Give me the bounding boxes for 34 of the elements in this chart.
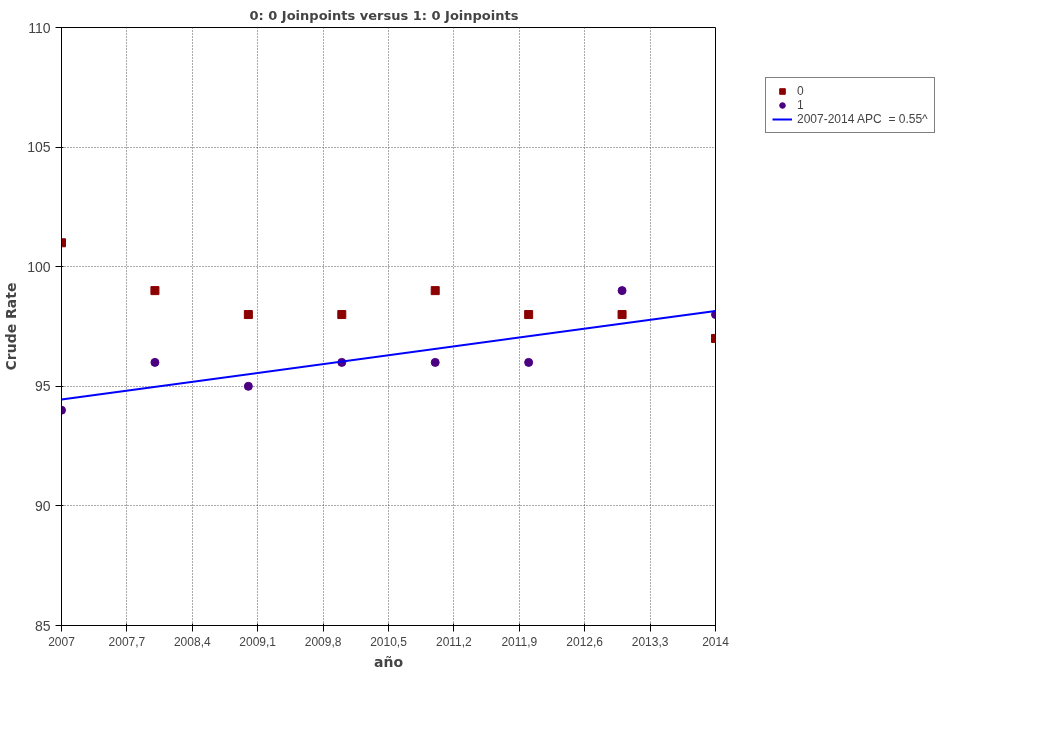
x-tick-label: 2013,3 bbox=[631, 634, 669, 649]
chart-title: 0: 0 Joinpoints versus 1: 0 Joinpoints bbox=[249, 7, 519, 23]
y-tick-label: 100 bbox=[27, 258, 51, 275]
y-tick-label: 105 bbox=[27, 139, 51, 156]
x-tick-label: 2014 bbox=[702, 634, 730, 649]
x-tick-label: 2009,8 bbox=[304, 634, 342, 649]
x-tick-label: 2011,9 bbox=[501, 634, 538, 649]
point bbox=[150, 357, 160, 367]
point bbox=[243, 381, 253, 391]
x-tick-label: 2012,6 bbox=[566, 634, 604, 649]
legend-label: 0 bbox=[797, 84, 805, 98]
y-tick-label: 90 bbox=[34, 497, 51, 514]
y-tick-label: 85 bbox=[34, 617, 51, 634]
point bbox=[524, 310, 534, 320]
point bbox=[524, 357, 534, 367]
point bbox=[430, 286, 440, 296]
point bbox=[243, 310, 253, 320]
point bbox=[337, 310, 347, 320]
x-axis-title: año bbox=[373, 653, 404, 670]
legend-label: 2007-2014 APC = 0.55^ bbox=[797, 112, 928, 126]
point bbox=[617, 310, 627, 320]
point bbox=[430, 357, 440, 367]
x-tick-label: 2011,2 bbox=[435, 634, 473, 649]
y-axis-title: Crude Rate bbox=[3, 282, 20, 371]
legend-label: 1 bbox=[797, 98, 805, 112]
x-tick-label: 2007 bbox=[48, 634, 76, 649]
point bbox=[617, 286, 627, 296]
x-tick-label: 2008,4 bbox=[173, 634, 211, 649]
x-tick-label: 2007,7 bbox=[108, 634, 146, 649]
y-tick-label: 95 bbox=[34, 378, 51, 395]
x-tick-label: 2009,1 bbox=[239, 634, 277, 649]
x-tick-label: 2010,5 bbox=[370, 634, 408, 649]
point bbox=[150, 286, 160, 296]
y-tick-label: 110 bbox=[28, 19, 51, 36]
